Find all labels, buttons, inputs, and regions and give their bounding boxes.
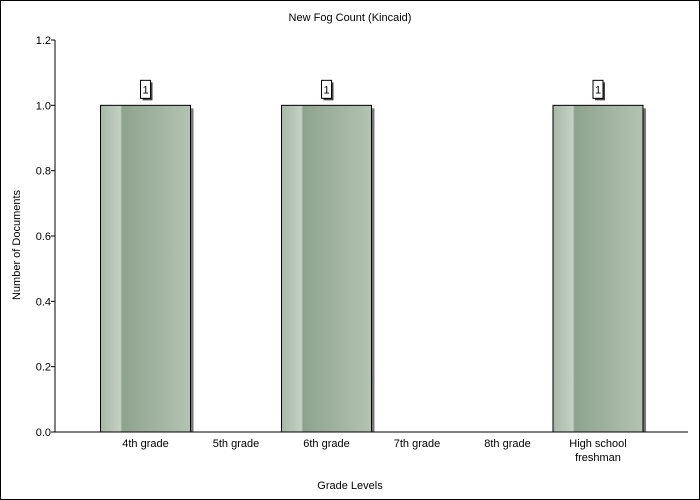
data-label: 1 (595, 84, 601, 96)
x-axis-label: Grade Levels (317, 480, 383, 492)
y-tick-label: 1.2 (36, 35, 51, 47)
x-tick-label: 6th grade (303, 438, 349, 450)
data-label-box (321, 79, 332, 99)
y-axis-label: Number of Documents (11, 189, 23, 300)
y-tick-label: 1.0 (36, 100, 51, 112)
data-label: 1 (142, 84, 148, 96)
x-tick-label: High school (569, 438, 626, 450)
y-tick-label: 0.0 (36, 427, 51, 439)
x-axis-ticks: 4th grade 5th grade 6th grade 7th grade 8th … (122, 438, 626, 464)
bar[interactable] (100, 104, 191, 433)
data-label-box (140, 79, 151, 99)
y-tick-label: 0.4 (36, 296, 51, 308)
chart-title: New Fog Count (Kincaid) (289, 12, 412, 24)
x-tick-label: 7th grade (394, 438, 440, 450)
data-label: 1 (323, 84, 329, 96)
x-tick-label: 8th grade (484, 438, 530, 450)
x-tick-label: 4th grade (122, 438, 168, 450)
data-label-box (592, 79, 604, 99)
x-tick-label: freshman (575, 452, 621, 464)
y-tick-label: 0.2 (36, 362, 51, 374)
bar[interactable] (281, 104, 372, 433)
bar[interactable] (552, 104, 644, 433)
y-tick-label: 0.6 (36, 231, 51, 243)
y-tick-label: 0.8 (36, 166, 51, 178)
y-axis-ticks: 0.0 0.2 0.4 0.6 0.8 1.0 1.2 (36, 35, 55, 439)
x-tick-label: 5th grade (213, 438, 259, 450)
bars: 1 1 1 (100, 79, 646, 433)
